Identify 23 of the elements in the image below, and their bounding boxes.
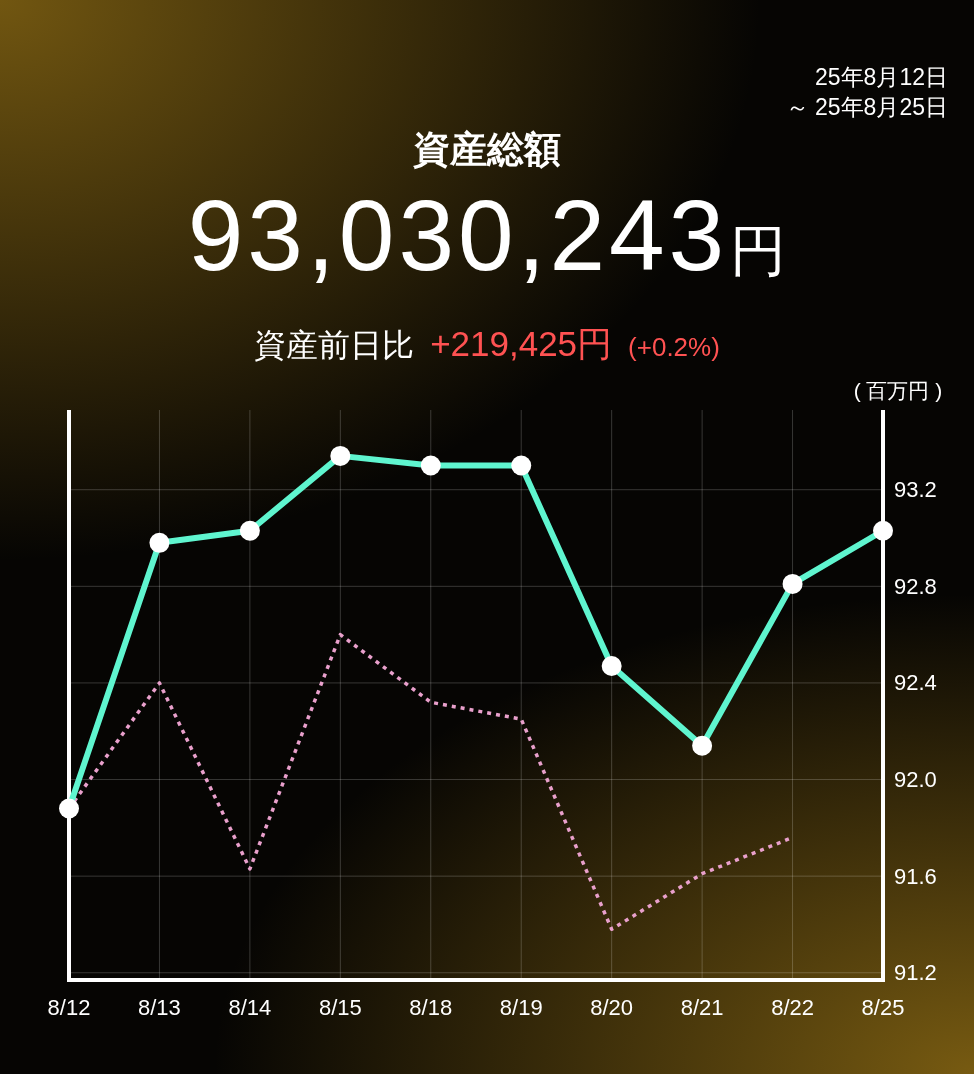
annotation: ～ 25年8月25日: [785, 93, 948, 122]
annotation: +219,425円: [430, 324, 613, 363]
x-tick: 8/13: [138, 994, 181, 1020]
y-tick: 91.6: [894, 863, 937, 889]
annotation: 資産前日比: [254, 327, 415, 363]
y-tick: 92.0: [894, 767, 937, 793]
x-tick: 8/18: [409, 994, 453, 1020]
ylabel: ( 百万円 ): [853, 378, 943, 402]
x-tick: 8/21: [680, 994, 724, 1020]
y-tick: 93.2: [894, 477, 937, 503]
y-tick: 92.8: [894, 573, 937, 599]
x-tick: 8/19: [499, 994, 543, 1020]
x-tick: 8/20: [590, 994, 634, 1020]
x-tick: 8/12: [47, 994, 91, 1020]
y-tick: 92.4: [894, 670, 937, 696]
x-tick: 8/22: [771, 994, 814, 1020]
x-tick: 8/14: [228, 994, 272, 1020]
annotation: (+0.2%): [628, 332, 720, 362]
x-tick: 8/25: [861, 994, 905, 1020]
annotation: 25年8月12日: [814, 63, 948, 92]
x-tick: 8/15: [318, 994, 362, 1020]
y-tick: 91.2: [894, 960, 937, 986]
title: 資産総額: [412, 128, 562, 172]
